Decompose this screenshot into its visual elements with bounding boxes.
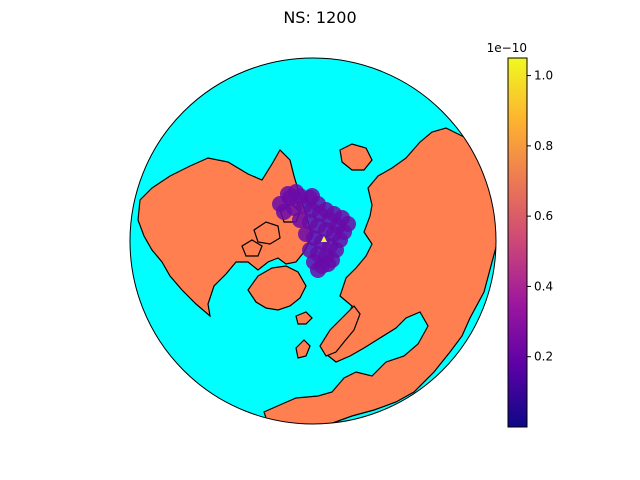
colorbar-fill (508, 58, 527, 427)
landmass-iceland (295, 311, 313, 325)
land-layer (137, 127, 496, 424)
colorbar-exponent-label: 1e−10 (487, 41, 527, 55)
scatter-point (310, 262, 326, 278)
colorbar-tick-label: 0.4 (534, 279, 553, 293)
colorbar-tick-label: 0.6 (534, 209, 553, 223)
colorbar-tick-label: 1.0 (534, 69, 553, 83)
landmass-archipelago-2 (241, 239, 263, 257)
scatter-point (280, 186, 296, 202)
landmass-north-america (137, 149, 313, 318)
landmass-britain (295, 339, 311, 359)
globe-outline (129, 57, 497, 425)
colorbar-tick-label: 0.8 (534, 139, 553, 153)
plot-title: NS: 1200 (283, 8, 357, 27)
landmass-greenland (247, 265, 307, 311)
colorbar: 0.2 0.4 0.6 0.8 1.0 1e−10 (487, 41, 553, 428)
landmass-archipelago-1 (253, 221, 281, 245)
colorbar-tick-label: 0.2 (534, 350, 553, 364)
colorbar-ticks: 0.2 0.4 0.6 0.8 1.0 (527, 69, 553, 364)
max-value-marker (321, 236, 327, 242)
scatter-point (304, 188, 320, 204)
landmass-scandinavia (319, 305, 361, 357)
colorbar-frame (507, 57, 528, 428)
landmass-siberia-east (339, 143, 373, 171)
